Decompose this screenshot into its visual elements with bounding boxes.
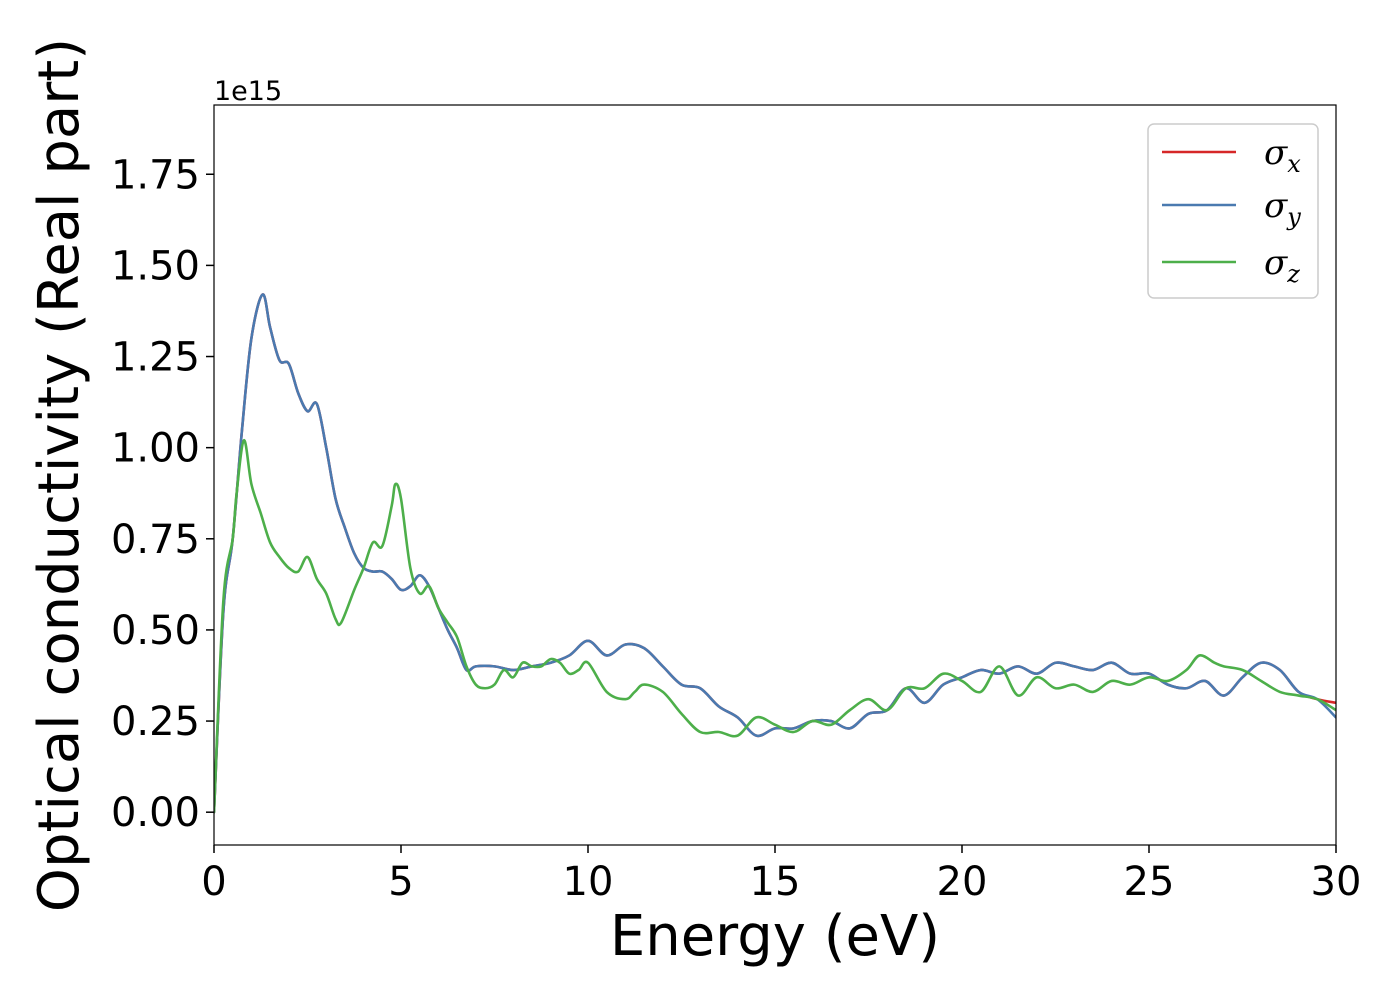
plot-area	[213, 104, 1337, 846]
legend-item-sigma-z: σz	[1162, 243, 1300, 288]
y-tick-label: 0.00	[111, 790, 200, 836]
legend-item-sigma-x: σx	[1162, 133, 1301, 178]
y-axis: 0.00 0.25 0.50 0.75 1.00 1.25 1.50 1.75	[111, 152, 214, 836]
legend: σx σy σz	[1147, 123, 1319, 299]
x-tick-label: 20	[937, 859, 988, 905]
x-tick-label: 25	[1124, 859, 1175, 905]
x-tick-label: 10	[563, 859, 614, 905]
legend-label-sigma-x: σx	[1264, 133, 1301, 178]
series-line-sigma-y	[214, 293, 1336, 814]
y-tick-label: 0.25	[111, 699, 200, 745]
x-tick-label: 0	[201, 859, 226, 905]
y-tick-label: 1.25	[111, 335, 200, 381]
series-layer	[214, 293, 1336, 814]
x-axis-title: Energy (eV)	[610, 904, 940, 969]
legend-frame	[1147, 123, 1319, 299]
y-tick-label: 0.50	[111, 608, 200, 654]
x-axis: 0 5 10 15 20 25 30	[201, 845, 1361, 905]
legend-item-sigma-y: σy	[1162, 186, 1301, 231]
x-tick-label: 15	[750, 859, 801, 905]
y-tick-label: 1.00	[111, 426, 200, 472]
y-tick-label: 0.75	[111, 517, 200, 563]
x-tick-label: 30	[1311, 859, 1362, 905]
y-axis-offset-label: 1e15	[214, 76, 282, 107]
series-line-sigma-z	[214, 439, 1336, 814]
legend-label-sigma-y: σy	[1264, 186, 1301, 231]
legend-label-sigma-z: σz	[1264, 243, 1300, 288]
y-axis-title: Optical conductivity (Real part)	[27, 38, 92, 912]
y-tick-label: 1.50	[111, 243, 200, 289]
x-tick-label: 5	[388, 859, 413, 905]
y-tick-label: 1.75	[111, 152, 200, 198]
